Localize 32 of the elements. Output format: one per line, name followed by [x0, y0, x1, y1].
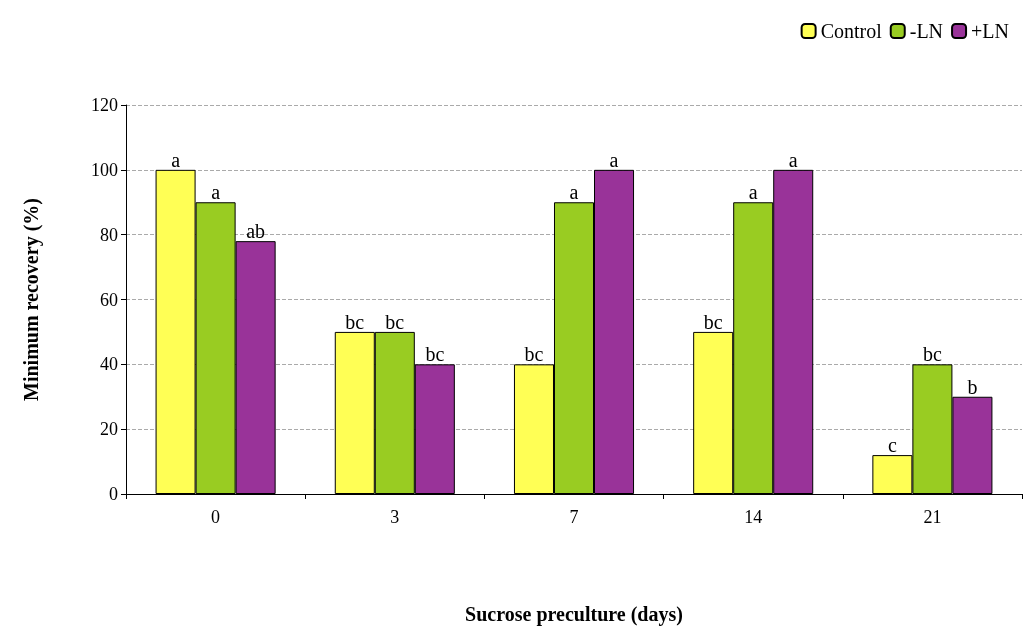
- data-label: ab: [246, 220, 266, 243]
- data-label: bc: [425, 343, 445, 366]
- data-label: a: [788, 148, 798, 171]
- data-label: a: [211, 181, 221, 204]
- y-tick-label: 60: [100, 289, 118, 310]
- y-tick-label: 0: [109, 484, 118, 504]
- x-tick-label: 0: [211, 507, 221, 527]
- data-label: bc: [345, 310, 365, 333]
- y-axis-title: Minimum recovery (%): [20, 198, 43, 401]
- x-axis-title: Sucrose preculture (days): [465, 603, 683, 626]
- x-tick-label: 3: [390, 507, 400, 527]
- data-label: bc: [524, 343, 544, 366]
- y-tick-label: 40: [100, 354, 118, 375]
- x-tick-label: 14: [744, 507, 763, 527]
- legend-label: Control: [820, 20, 883, 42]
- x-tick-label: 21: [923, 507, 942, 527]
- data-label: b: [967, 375, 978, 398]
- data-label: c: [887, 434, 897, 457]
- legend-label: -LN: [909, 20, 944, 42]
- x-tick-label: 7: [569, 507, 579, 527]
- data-label: a: [171, 148, 181, 171]
- legend-label: +LN: [971, 20, 1010, 42]
- data-label: bc: [703, 310, 723, 333]
- data-label: a: [748, 181, 758, 204]
- data-label: bc: [385, 310, 405, 333]
- data-label: a: [569, 181, 579, 204]
- y-tick-label: 100: [91, 159, 118, 180]
- y-tick-label: 80: [100, 224, 118, 245]
- data-label: a: [609, 148, 619, 171]
- data-label: bc: [922, 343, 942, 366]
- y-tick-label: 20: [100, 419, 118, 440]
- y-tick-label: 120: [91, 95, 118, 115]
